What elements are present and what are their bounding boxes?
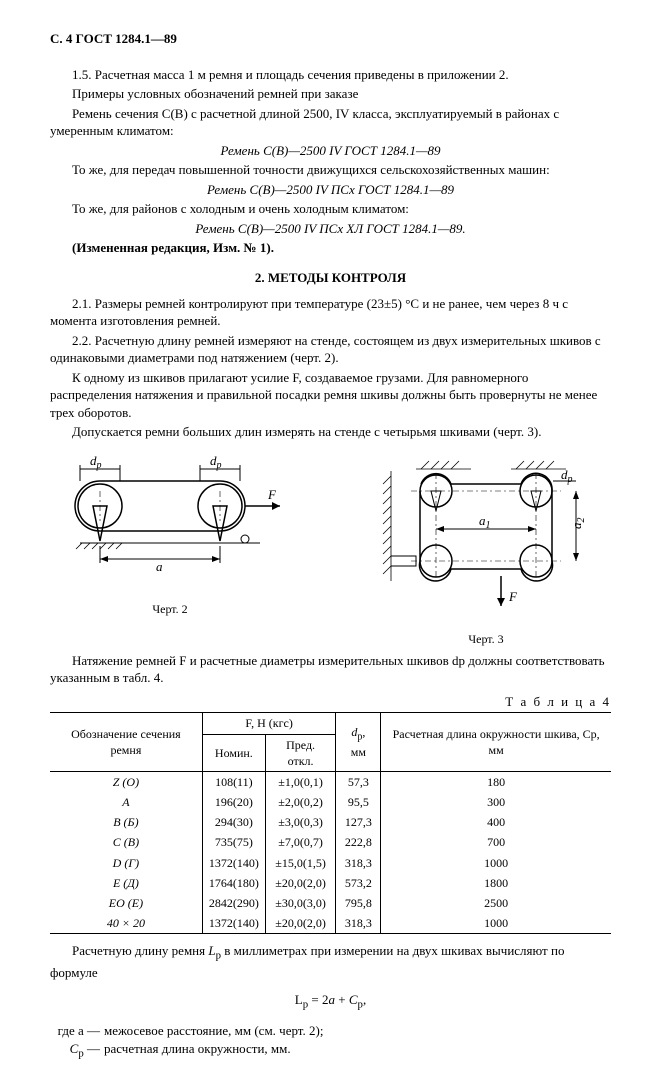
para-2-2: 2.2. Расчетную длину ремней измеряют на …: [50, 332, 611, 367]
formula-belt2: Ремень С(В)—2500 IV ПСх ГОСТ 1284.1—89: [50, 181, 611, 199]
para-1-5: 1.5. Расчетная масса 1 м ремня и площадь…: [50, 66, 611, 84]
table-4-caption: Т а б л и ц а 4: [50, 693, 611, 711]
figure-2: .ln{stroke:#000;stroke-width:1.5;fill:no…: [50, 451, 290, 648]
para-2-2b: Допускается ремни больших длин измерять …: [50, 423, 611, 441]
where-a: где a — межосевое расстояние, мм (см. че…: [50, 1022, 611, 1040]
svg-text:F: F: [508, 589, 518, 604]
svg-text:a2: a2: [569, 517, 587, 529]
table-row: Z (О)108(11)±1,0(0,1)57,3180: [50, 771, 611, 792]
section-2-title: 2. МЕТОДЫ КОНТРОЛЯ: [50, 269, 611, 287]
formula-belt1: Ремень С(В)—2500 IV ГОСТ 1284.1—89: [50, 142, 611, 160]
table-row: D (Г)1372(140)±15,0(1,5)318,31000: [50, 853, 611, 873]
svg-text:a1: a1: [479, 513, 491, 531]
col-F: F, Н (кгс): [202, 713, 336, 734]
table-row: B (Б)294(30)±3,0(0,3)127,3400: [50, 812, 611, 832]
table-row: C (В)735(75)±7,0(0,7)222,8700: [50, 832, 611, 852]
svg-text:dp: dp: [210, 453, 222, 471]
formula-belt3: Ремень С(В)—2500 IV ПСх ХЛ ГОСТ 1284.1—8…: [50, 220, 611, 238]
table-row: EO (Е)2842(290)±30,0(3,0)795,82500: [50, 893, 611, 913]
col-dp: dр, мм: [336, 713, 381, 772]
col-section: Обозначение сечения ремня: [50, 713, 202, 772]
col-F-nom: Номин.: [202, 734, 265, 771]
para-2-1: 2.1. Размеры ремней контролируют при тем…: [50, 295, 611, 330]
figure-3: .ln{stroke:#000;stroke-width:1.5;fill:no…: [361, 451, 611, 648]
figure-2-caption: Черт. 2: [50, 601, 290, 617]
svg-text:dp: dp: [561, 467, 573, 485]
svg-text:dp: dp: [90, 453, 102, 471]
para-belt2: То же, для передач повышенной точности д…: [50, 161, 611, 179]
table-row: E (Д)1764(180)±20,0(2,0)573,21800: [50, 873, 611, 893]
para-belt3: То же, для районов с холодным и очень хо…: [50, 200, 611, 218]
para-examples: Примеры условных обозначений ремней при …: [50, 85, 611, 103]
para-revised: (Измененная редакция, Изм. № 1).: [50, 239, 611, 257]
formula-Lp: Lр = 2a + Cр,: [50, 991, 611, 1012]
para-belt1: Ремень сечения С(В) с расчетной длиной 2…: [50, 105, 611, 140]
para-tension: Натяжение ремней F и расчетные диаметры …: [50, 652, 611, 687]
page-header: С. 4 ГОСТ 1284.1—89: [50, 30, 611, 48]
where-c: Cр — расчетная длина окружности, мм.: [50, 1040, 611, 1061]
col-F-dev: Пред. откл.: [265, 734, 336, 771]
svg-text:F: F: [267, 487, 277, 502]
para-2-2a: К одному из шкивов прилагают усилие F, с…: [50, 369, 611, 422]
svg-text:a: a: [156, 559, 163, 574]
para-formula-intro: Расчетную длину ремня Lр в миллиметрах п…: [50, 942, 611, 981]
table-4: Обозначение сечения ремня F, Н (кгс) dр,…: [50, 712, 611, 934]
table-row: A196(20)±2,0(0,2)95,5300: [50, 792, 611, 812]
table-row: 40 × 201372(140)±20,0(2,0)318,31000: [50, 913, 611, 934]
figure-3-caption: Черт. 3: [361, 631, 611, 647]
col-Cp: Расчетная длина окружности шкива, Cр, мм: [381, 713, 611, 772]
